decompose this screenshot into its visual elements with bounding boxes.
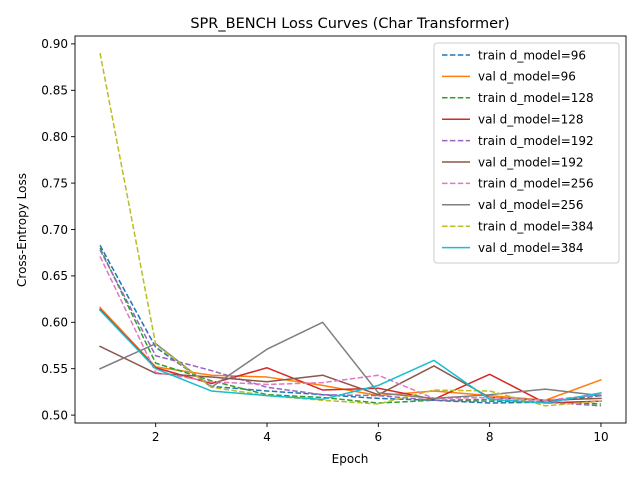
legend-label: train d_model=96 — [478, 48, 586, 62]
x-tick-label: 8 — [486, 430, 494, 444]
legend-label: val d_model=384 — [478, 241, 584, 255]
y-tick-label: 0.60 — [41, 316, 68, 330]
y-tick-label: 0.90 — [41, 37, 68, 51]
series-line-train-4 — [99, 249, 601, 407]
series-layer — [98, 53, 602, 407]
legend-label: train d_model=384 — [478, 220, 594, 234]
series-line-train-6 — [99, 256, 602, 402]
y-tick-label: 0.70 — [41, 223, 68, 237]
y-axis-label: Cross-Entropy Loss — [15, 173, 29, 287]
series-line-train-8 — [99, 53, 602, 407]
y-tick-label: 0.50 — [41, 408, 68, 422]
x-tick-label: 4 — [263, 430, 271, 444]
x-axis-label: Epoch — [332, 452, 369, 466]
series-line-val-1 — [98, 306, 602, 402]
legend-label: train d_model=128 — [478, 91, 594, 105]
legend-label: val d_model=192 — [478, 155, 584, 169]
x-axis-ticks: 2 4 6 8 10 — [152, 423, 609, 444]
legend-label: train d_model=256 — [478, 177, 594, 191]
series-line-val-7 — [99, 321, 602, 400]
x-tick-label: 2 — [152, 430, 160, 444]
series-line-train-2 — [99, 247, 601, 405]
axes-frame — [74, 35, 627, 424]
x-tick-label: 10 — [593, 430, 608, 444]
legend-label: train d_model=192 — [478, 134, 594, 148]
x-tick-label: 6 — [375, 430, 383, 444]
y-tick-label: 0.65 — [41, 269, 68, 283]
legend-label: val d_model=256 — [478, 198, 584, 212]
legend-label: val d_model=128 — [478, 113, 584, 127]
chart-title: SPR_BENCH Loss Curves (Char Transformer) — [190, 16, 509, 32]
y-axis-ticks: 0.50 0.55 0.60 0.65 0.70 0.75 0.80 0.85 0.90 — [41, 37, 75, 422]
y-tick-label: 0.85 — [41, 84, 68, 98]
y-tick-label: 0.55 — [41, 362, 68, 376]
series-line-val-9 — [98, 309, 602, 404]
y-tick-label: 0.75 — [41, 176, 68, 190]
series-line-val-3 — [98, 308, 602, 404]
legend-box — [433, 42, 620, 264]
y-tick-label: 0.80 — [41, 130, 68, 144]
legend-label: val d_model=96 — [478, 70, 576, 84]
